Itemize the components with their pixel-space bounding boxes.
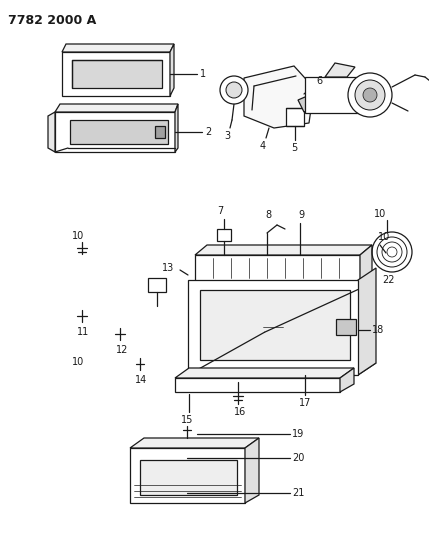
Text: 1: 1 bbox=[200, 69, 206, 79]
Text: 22: 22 bbox=[382, 275, 395, 285]
Circle shape bbox=[226, 82, 242, 98]
Text: 7: 7 bbox=[217, 206, 223, 216]
Polygon shape bbox=[175, 378, 340, 392]
Polygon shape bbox=[217, 229, 231, 241]
Text: 21: 21 bbox=[292, 488, 304, 498]
Polygon shape bbox=[175, 104, 178, 152]
Text: 10: 10 bbox=[72, 357, 84, 367]
Polygon shape bbox=[298, 94, 318, 112]
Polygon shape bbox=[195, 255, 360, 281]
Text: 19: 19 bbox=[292, 429, 304, 439]
Circle shape bbox=[355, 80, 385, 110]
Text: 7782 2000 A: 7782 2000 A bbox=[8, 14, 96, 27]
Text: 11: 11 bbox=[77, 327, 89, 337]
Text: 13: 13 bbox=[162, 263, 174, 273]
Polygon shape bbox=[140, 460, 237, 495]
Text: 3: 3 bbox=[224, 131, 230, 141]
Polygon shape bbox=[336, 319, 356, 335]
Circle shape bbox=[363, 88, 377, 102]
Text: 16: 16 bbox=[234, 407, 246, 417]
Polygon shape bbox=[188, 280, 358, 375]
Text: 17: 17 bbox=[299, 398, 311, 408]
Polygon shape bbox=[62, 44, 174, 52]
Polygon shape bbox=[62, 52, 170, 96]
Polygon shape bbox=[358, 268, 376, 375]
Polygon shape bbox=[130, 438, 259, 448]
Text: 10: 10 bbox=[374, 209, 386, 219]
Text: 6: 6 bbox=[316, 76, 322, 86]
Polygon shape bbox=[200, 290, 350, 360]
Polygon shape bbox=[55, 112, 175, 152]
Polygon shape bbox=[286, 108, 304, 126]
Polygon shape bbox=[148, 278, 166, 292]
Polygon shape bbox=[48, 112, 55, 152]
Polygon shape bbox=[245, 438, 259, 503]
Circle shape bbox=[220, 76, 248, 104]
Circle shape bbox=[348, 73, 392, 117]
Polygon shape bbox=[195, 245, 372, 255]
Text: 10: 10 bbox=[72, 231, 84, 241]
Polygon shape bbox=[340, 368, 354, 392]
Text: 4: 4 bbox=[260, 141, 266, 151]
Text: 15: 15 bbox=[181, 415, 193, 425]
Text: 18: 18 bbox=[372, 325, 384, 335]
Text: 9: 9 bbox=[298, 210, 304, 220]
Text: 20: 20 bbox=[292, 453, 304, 463]
Polygon shape bbox=[325, 63, 355, 77]
Text: 10: 10 bbox=[378, 232, 390, 242]
Polygon shape bbox=[305, 77, 370, 113]
Text: 14: 14 bbox=[135, 375, 147, 385]
Text: 2: 2 bbox=[205, 127, 211, 137]
Text: 12: 12 bbox=[116, 345, 128, 355]
Polygon shape bbox=[55, 104, 178, 112]
Polygon shape bbox=[72, 60, 162, 88]
Polygon shape bbox=[130, 448, 245, 503]
Polygon shape bbox=[244, 66, 314, 128]
Polygon shape bbox=[155, 126, 165, 138]
Polygon shape bbox=[360, 245, 372, 281]
Text: 5: 5 bbox=[291, 143, 297, 153]
Polygon shape bbox=[188, 363, 376, 375]
Polygon shape bbox=[70, 120, 168, 144]
Polygon shape bbox=[175, 368, 354, 378]
Polygon shape bbox=[170, 44, 174, 96]
Text: 8: 8 bbox=[265, 210, 271, 220]
